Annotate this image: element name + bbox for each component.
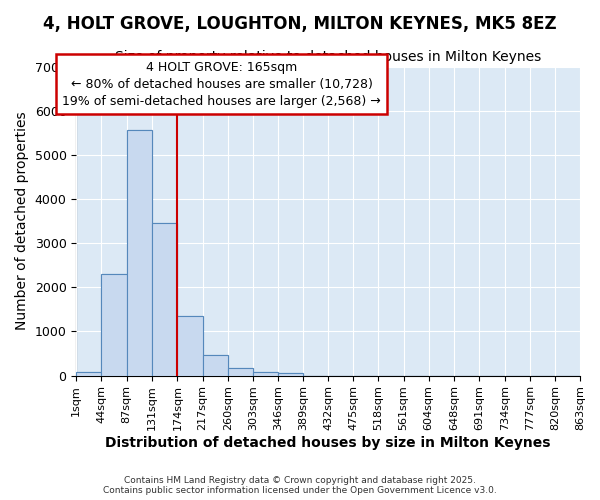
Bar xyxy=(127,130,152,376)
Bar xyxy=(227,368,253,376)
Bar xyxy=(278,374,303,376)
Bar xyxy=(203,355,227,376)
Bar xyxy=(127,130,152,376)
Bar xyxy=(227,368,253,376)
Bar xyxy=(203,355,227,376)
Bar xyxy=(76,372,101,376)
Bar xyxy=(278,374,303,376)
Bar xyxy=(76,372,101,376)
Y-axis label: Number of detached properties: Number of detached properties xyxy=(15,112,29,330)
Bar xyxy=(152,224,178,376)
Text: 4 HOLT GROVE: 165sqm
← 80% of detached houses are smaller (10,728)
19% of semi-d: 4 HOLT GROVE: 165sqm ← 80% of detached h… xyxy=(62,60,381,108)
X-axis label: Distribution of detached houses by size in Milton Keynes: Distribution of detached houses by size … xyxy=(106,436,551,450)
Text: 4, HOLT GROVE, LOUGHTON, MILTON KEYNES, MK5 8EZ: 4, HOLT GROVE, LOUGHTON, MILTON KEYNES, … xyxy=(43,15,557,33)
Bar xyxy=(101,274,127,376)
Text: Contains HM Land Registry data © Crown copyright and database right 2025.
Contai: Contains HM Land Registry data © Crown c… xyxy=(103,476,497,495)
Bar xyxy=(178,316,203,376)
Bar xyxy=(253,372,278,376)
Bar xyxy=(178,316,203,376)
Title: Size of property relative to detached houses in Milton Keynes: Size of property relative to detached ho… xyxy=(115,50,541,64)
Bar xyxy=(253,372,278,376)
Bar xyxy=(101,274,127,376)
Bar xyxy=(152,224,178,376)
